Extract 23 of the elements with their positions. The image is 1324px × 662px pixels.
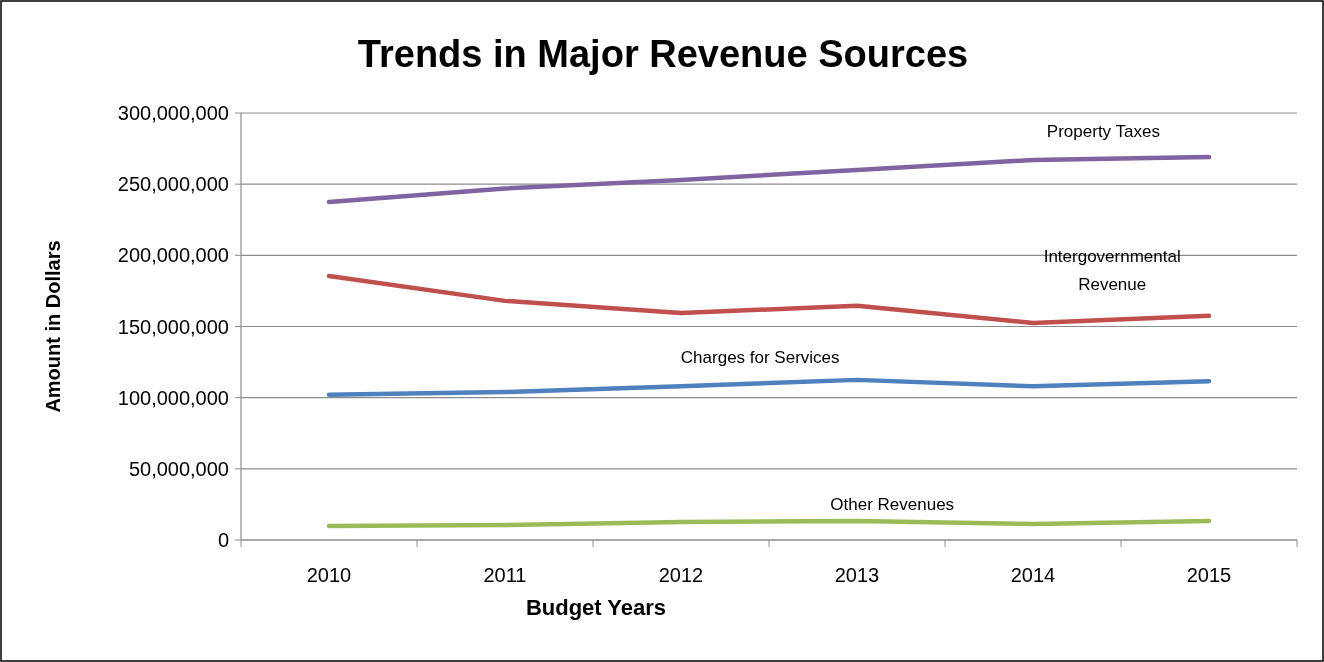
y-tick-label: 0 bbox=[217, 529, 229, 551]
x-tick-label: 2014 bbox=[1010, 564, 1056, 586]
y-tick-label: 50,000,000 bbox=[128, 457, 229, 480]
series-label: Charges for Services bbox=[680, 348, 840, 368]
x-tick-label: 2010 bbox=[306, 564, 352, 586]
y-tick-label: 100,000,000 bbox=[117, 386, 229, 409]
line-series bbox=[326, 154, 1212, 205]
y-axis-title: Amount in Dollars bbox=[42, 240, 64, 413]
y-tick-label: 150,000,000 bbox=[117, 315, 229, 338]
series-label: Intergovernmental Revenue bbox=[1043, 246, 1181, 294]
x-tick-label: 2015 bbox=[1186, 564, 1232, 586]
line-series bbox=[326, 273, 1212, 326]
line-series bbox=[326, 377, 1212, 398]
series-label: Property Taxes bbox=[1046, 121, 1160, 141]
series-label: Other Revenues bbox=[830, 494, 955, 514]
chart-title: Trends in Major Revenue Sources bbox=[357, 33, 969, 75]
y-tick-label: 300,000,000 bbox=[117, 102, 229, 124]
x-axis-title: Budget Years bbox=[525, 595, 667, 620]
x-tick-label: 2013 bbox=[834, 564, 880, 586]
y-tick-label: 250,000,000 bbox=[117, 173, 229, 196]
x-tick-label: 2012 bbox=[658, 564, 704, 586]
y-tick-label: 200,000,000 bbox=[117, 244, 229, 267]
x-tick-label: 2011 bbox=[483, 564, 527, 586]
